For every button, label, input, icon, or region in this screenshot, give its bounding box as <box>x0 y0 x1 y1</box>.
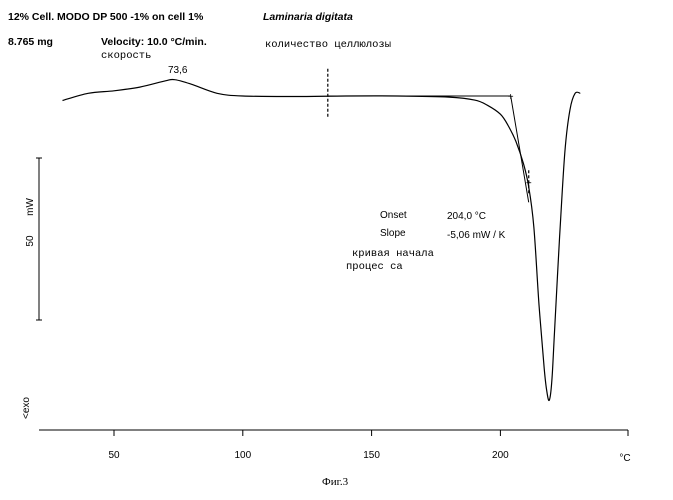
x-tick-label: 50 <box>108 450 120 461</box>
x-ticks: 50 100 150 200 <box>108 430 628 461</box>
onset-value: 204,0 °C <box>447 211 486 222</box>
onset-marker: + <box>508 92 514 103</box>
slope-value: -5,06 mW / K <box>447 230 506 241</box>
header-velocity: Velocity: 10.0 °C/min. <box>101 36 207 48</box>
x-tick-label: 150 <box>363 450 380 461</box>
y-axis-label: mW <box>25 198 36 216</box>
x-tick-label: 100 <box>234 450 251 461</box>
x-axis-unit: °C <box>619 453 630 464</box>
peak-label: 73,6 <box>168 65 188 76</box>
exo-label: <exo <box>21 397 32 419</box>
header-line1-b: Laminaria digitata <box>263 11 353 23</box>
figure-caption: Фиг.3 <box>322 476 349 488</box>
note-speed: скорость <box>101 50 151 62</box>
note-cellulose: количество целлюлозы <box>265 39 391 51</box>
x-tick-label: 200 <box>492 450 509 461</box>
curve-note-2: процес са <box>346 261 403 273</box>
header-line1-a: 12% Cell. MODO DP 500 -1% on cell 1% <box>8 11 204 23</box>
scale-bar-label: 50 <box>25 235 36 247</box>
curve-note-1: кривая начала <box>352 248 434 260</box>
slope-label: Slope <box>380 228 406 239</box>
onset-label: Onset <box>380 210 407 221</box>
header-mass: 8.765 mg <box>8 36 53 48</box>
